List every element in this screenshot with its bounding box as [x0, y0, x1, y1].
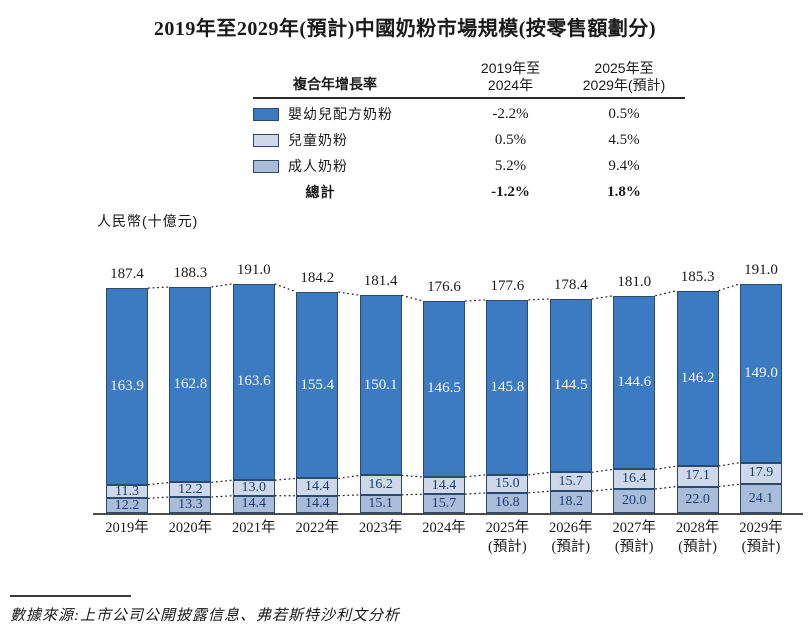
- bar-total-label: 187.4: [110, 266, 144, 283]
- bar-segment: 17.1: [676, 466, 719, 487]
- bar-segment: 20.0: [613, 488, 656, 513]
- cagr-value: 0.5%: [608, 105, 640, 122]
- bar-segment: 14.4: [296, 495, 339, 513]
- bar-total-label: 191.0: [744, 261, 778, 278]
- bar-segment: 146.5: [423, 301, 465, 477]
- total-label: 總計: [305, 184, 336, 200]
- y-axis-unit-label: 人民幣(十億元): [97, 213, 199, 229]
- bar-segment: 16.2: [359, 475, 402, 495]
- cagr-table: 複合年增長率 2019年至 2024年 2025年至 2029年(預計) 嬰幼兒…: [253, 60, 685, 203]
- bar-segment: 14.4: [296, 478, 339, 496]
- bar-segment: 145.8: [486, 299, 529, 475]
- x-axis-label: 2021年: [232, 520, 276, 536]
- bar-total-label: 184.2: [300, 269, 335, 286]
- bar-2024年: 146.5 14.4 15.7: [423, 301, 465, 513]
- bar-2028年: 146.2 17.1 22.0: [676, 290, 719, 513]
- bar-2027年: 144.6 16.4 20.0: [613, 295, 656, 513]
- cagr-row-total: 總計 -1.2% 1.8%: [253, 181, 685, 203]
- cagr-row-adult-milk: 成人奶粉 5.2% 9.4%: [253, 155, 685, 177]
- bar-total-label: 185.3: [680, 268, 715, 285]
- bar-total-label: 181.0: [617, 273, 652, 290]
- x-axis-label: 2025年 (預計): [485, 520, 530, 555]
- bar-segment: 22.0: [676, 486, 719, 513]
- source-divider-line: [10, 595, 131, 597]
- bar-segment: 14.4: [232, 495, 275, 513]
- x-axis-label: 2020年: [168, 520, 213, 536]
- x-axis-label: 2019年: [105, 520, 149, 536]
- bar-total-label: 178.4: [553, 276, 588, 293]
- cagr-value: 9.4%: [608, 157, 640, 174]
- row-label: 嬰幼兒配方奶粉: [288, 106, 393, 122]
- bar-total-label: 176.6: [427, 279, 461, 296]
- cagr-header-period-2: 2025年至 2029年(預計): [582, 60, 666, 93]
- cagr-table-header: 複合年增長率 2019年至 2024年 2025年至 2029年(預計): [253, 60, 685, 99]
- bar-segment: 15.7: [549, 472, 592, 492]
- source-note: 數據來源:上市公司公開披露信息、弗若斯特沙利文分析: [10, 608, 400, 624]
- bar-2029年: 149.0 17.9 24.1: [740, 283, 782, 513]
- cagr-value: 1.8%: [607, 183, 641, 200]
- bar-segment: 16.4: [613, 469, 656, 489]
- bar-segment: 146.2: [676, 290, 719, 467]
- bar-segment: 144.6: [613, 295, 656, 470]
- bar-segment: 163.6: [232, 283, 275, 481]
- bar-total-label: 191.0: [236, 261, 271, 278]
- x-axis-label: 2027年 (預計): [612, 520, 656, 555]
- bar-total-label: 177.6: [490, 277, 525, 294]
- bar-segment: 13.0: [232, 480, 275, 496]
- bar-segment: 162.8: [169, 287, 212, 483]
- row-label: 成人奶粉: [288, 158, 348, 174]
- bar-segment: 14.4: [423, 476, 465, 495]
- bar-segment: 24.1: [740, 484, 782, 513]
- cagr-value: -1.2%: [491, 183, 530, 200]
- bar-segment: 150.1: [359, 295, 402, 476]
- bar-segment: 11.3: [106, 484, 148, 499]
- bar-segment: 163.9: [106, 288, 148, 485]
- bar-segment: 13.3: [169, 497, 212, 513]
- bar-segment: 15.1: [359, 494, 402, 513]
- cagr-row-infant-formula: 嬰幼兒配方奶粉 -2.2% 0.5%: [253, 103, 685, 125]
- bar-segment: 12.2: [169, 482, 212, 498]
- bar-segment: 144.5: [549, 298, 592, 473]
- bar-2025年: 145.8 15.0 16.8: [486, 299, 529, 513]
- cagr-value: -2.2%: [492, 105, 529, 122]
- bar-segment: 16.8: [486, 492, 529, 513]
- bar-2026年: 144.5 15.7 18.2: [549, 298, 592, 513]
- bar-segment: 18.2: [549, 491, 592, 513]
- x-axis-label: 2023年: [358, 520, 403, 536]
- bar-segment: 149.0: [740, 283, 782, 463]
- cagr-header-period-1: 2019年至 2024年: [480, 60, 541, 93]
- cagr-header-label: 複合年增長率: [293, 76, 377, 92]
- row-label: 兒童奶粉: [288, 132, 348, 148]
- x-axis-label: 2026年 (預計): [549, 520, 593, 555]
- bar-segment: 17.9: [740, 462, 782, 485]
- bar-segment: 15.0: [486, 474, 529, 493]
- x-axis-label: 2024年: [422, 520, 466, 536]
- cagr-value: 5.2%: [494, 157, 527, 174]
- x-axis-label: 2022年: [295, 520, 339, 536]
- x-axis-line: [93, 513, 803, 515]
- bar-2019年: 163.9 11.3 12.2: [106, 288, 148, 513]
- adult-milk-legend-swatch: [253, 159, 279, 173]
- bar-segment: 155.4: [296, 291, 339, 479]
- x-axis-label: 2028年 (預計): [675, 520, 720, 555]
- bar-total-label: 188.3: [173, 265, 208, 282]
- bar-2020年: 162.8 12.2 13.3: [169, 287, 212, 513]
- infant-formula-legend-swatch: [253, 107, 279, 121]
- children-milk-legend-swatch: [253, 133, 279, 147]
- bar-2022年: 155.4 14.4 14.4: [296, 291, 339, 513]
- cagr-row-children-milk: 兒童奶粉 0.5% 4.5%: [253, 129, 685, 151]
- cagr-value: 4.5%: [608, 131, 640, 148]
- bar-2023年: 150.1 16.2 15.1: [359, 295, 402, 513]
- bar-segment: 12.2: [106, 498, 148, 513]
- cagr-value: 0.5%: [494, 131, 527, 148]
- bar-segment: 15.7: [423, 494, 465, 513]
- bar-total-label: 181.4: [363, 273, 398, 290]
- bar-2021年: 163.6 13.0 14.4: [232, 283, 275, 513]
- chart-title: 2019年至2029年(預計)中國奶粉市場規模(按零售額劃分): [153, 18, 657, 40]
- x-axis-label: 2029年 (預計): [739, 520, 783, 555]
